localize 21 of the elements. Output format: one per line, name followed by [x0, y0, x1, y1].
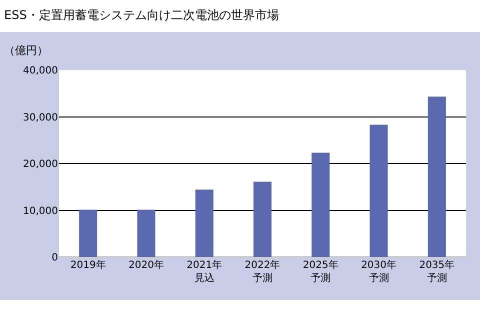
bar	[253, 182, 272, 257]
bar	[428, 96, 446, 257]
bar	[312, 152, 330, 257]
x-tick-label: 2035年予測	[419, 259, 455, 284]
x-tick-label: 2030年予測	[361, 259, 397, 284]
bar	[195, 190, 214, 257]
x-tick-label: 2025年予測	[302, 259, 338, 284]
y-tick-label: 10,000	[23, 206, 58, 217]
bar	[370, 124, 388, 257]
y-tick-label: 20,000	[23, 159, 58, 170]
y-tick-label: 0	[52, 252, 58, 264]
x-tick-label: 2021年見込	[186, 259, 222, 284]
x-tick-label: 2019年	[70, 259, 106, 271]
chart-title: ESS・定置用蓄電システム向け二次電池の世界市場	[3, 7, 280, 24]
bar	[79, 210, 98, 257]
y-tick-label: 30,000	[23, 112, 58, 124]
x-tick-label: 2022年予測	[244, 259, 280, 284]
y-tick-label: 40,000	[23, 66, 58, 76]
y-axis-title: （億円）	[4, 44, 48, 57]
x-tick-label: 2020年	[128, 259, 164, 271]
bar	[137, 210, 156, 257]
